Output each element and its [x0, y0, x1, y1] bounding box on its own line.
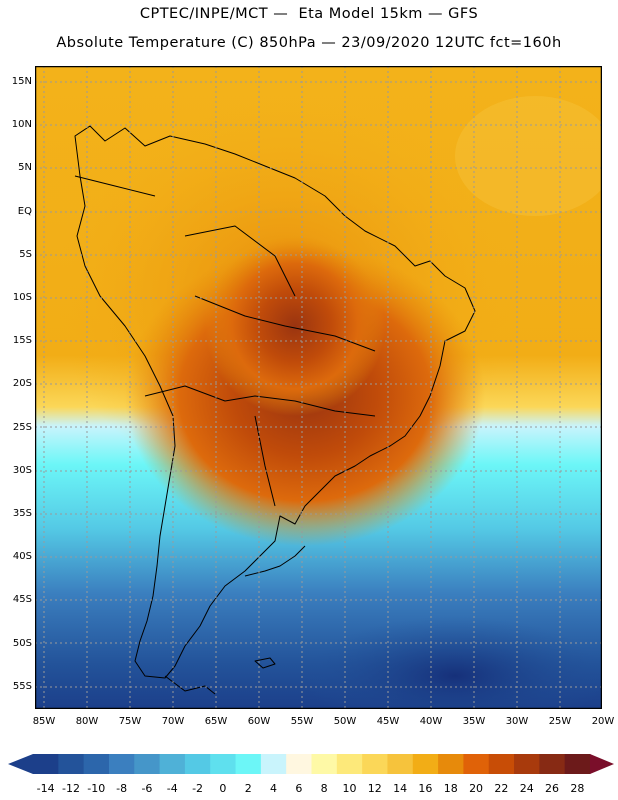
lat-tick-label: 50S: [12, 637, 32, 649]
colorbar-tick-label: 28: [570, 782, 585, 795]
lon-tick-label: 35W: [462, 716, 486, 727]
colorbar-swatch: [336, 754, 363, 774]
colorbar-tick-label: 26: [545, 782, 560, 795]
lon-tick-label: 20W: [591, 716, 615, 727]
lon-tick-label: 40W: [419, 716, 443, 727]
colorbar-tick-label: 12: [367, 782, 382, 795]
lon-tick-label: 25W: [548, 716, 572, 727]
colorbar-swatch: [33, 754, 59, 774]
colorbar-left-arrow: [8, 754, 33, 774]
colorbar-swatch: [463, 754, 490, 774]
colorbar-swatch: [235, 754, 262, 774]
lat-tick-label: 10S: [12, 292, 32, 303]
lon-tick-label: 75W: [118, 716, 142, 727]
colorbar: [8, 754, 614, 774]
colorbar-tick-label: -14: [36, 782, 55, 795]
colorbar-swatch: [387, 754, 414, 774]
chart-title: CPTEC/INPE/MCT — Eta Model 15km — GFS: [139, 6, 479, 22]
lat-tick-label: 25S: [12, 421, 32, 433]
lat-tick-label: 15S: [12, 335, 32, 347]
lat-tick-label: 45S: [12, 594, 32, 606]
colorbar-swatch: [286, 754, 312, 774]
colorbar-tick-label: 16: [418, 782, 433, 795]
chart-subtitle: Absolute Temperature (C) 850hPa — 23/09/…: [56, 35, 562, 51]
colorbar-tick-label: -8: [116, 782, 128, 795]
colorbar-tick-label: -6: [141, 782, 153, 795]
lon-tick-label: 65W: [204, 716, 228, 727]
colorbar-swatch: [539, 754, 566, 774]
colorbar-tick-label: 2: [244, 782, 252, 795]
colorbar-tick-label: 18: [443, 782, 458, 795]
colorbar-swatch: [83, 754, 110, 774]
lon-tick-label: 85W: [32, 716, 56, 727]
colorbar-tick-label: 14: [393, 782, 408, 795]
colorbar-swatch: [184, 754, 211, 774]
lon-tick-label: 70W: [161, 716, 185, 727]
colorbar-swatch: [134, 754, 161, 774]
lat-tick-label: EQ: [17, 205, 32, 217]
colorbar-tick-label: 24: [519, 782, 534, 795]
colorbar-tick-label: -12: [61, 782, 80, 795]
colorbar-swatch: [438, 754, 464, 774]
colorbar-swatch: [159, 754, 186, 774]
lat-tick-label: 20S: [12, 378, 32, 390]
colorbar-tick-label: 0: [219, 782, 227, 795]
lat-tick-label: 35S: [12, 508, 32, 519]
colorbar-swatch: [108, 754, 135, 774]
colorbar-tick-label: 20: [469, 782, 484, 795]
colorbar-tick-label: 10: [342, 782, 357, 795]
colorbar-swatch: [210, 754, 237, 774]
lon-tick-label: 30W: [505, 716, 529, 727]
lat-tick-label: 40S: [12, 551, 32, 563]
colorbar-swatch: [488, 754, 515, 774]
lat-tick-label: 30S: [12, 464, 32, 476]
lon-tick-label: 55W: [290, 716, 314, 727]
colorbar-swatch: [564, 754, 591, 774]
colorbar-swatch: [412, 754, 439, 774]
colorbar-swatch: [514, 754, 540, 774]
lat-tick-label: 5S: [19, 248, 32, 260]
colorbar-right-arrow: [590, 754, 614, 774]
colorbar-swatch: [311, 754, 338, 774]
lon-tick-label: 80W: [75, 716, 99, 727]
lat-tick-label: 55S: [12, 680, 32, 692]
colorbar-tick-label: -4: [166, 782, 178, 795]
colorbar-tick-label: 22: [494, 782, 509, 795]
colorbar-tick-label: 4: [270, 782, 278, 795]
temperature-map: [35, 66, 602, 709]
colorbar-tick-label: -10: [87, 782, 106, 795]
lon-tick-label: 45W: [376, 716, 400, 727]
colorbar-swatch: [58, 754, 85, 774]
lon-tick-label: 50W: [333, 716, 357, 727]
lat-tick-label: 15N: [11, 76, 32, 87]
colorbar-tick-label: -2: [192, 782, 204, 795]
colorbar-tick-label: 6: [295, 782, 303, 795]
lat-tick-label: 10N: [11, 119, 32, 131]
colorbar-tick-label: 8: [320, 782, 328, 795]
colorbar-swatch: [260, 754, 287, 774]
lon-tick-label: 60W: [247, 716, 271, 727]
colorbar-swatch: [362, 754, 388, 774]
lat-tick-label: 5N: [18, 162, 32, 174]
